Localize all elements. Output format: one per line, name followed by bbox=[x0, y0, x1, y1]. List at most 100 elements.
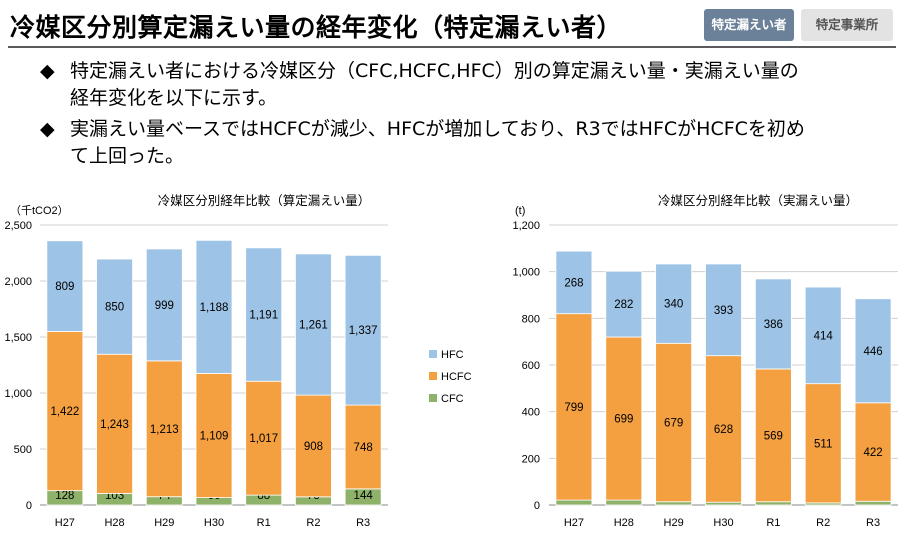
bar-hcfc bbox=[555, 313, 593, 501]
data-label-hcfc: 679 bbox=[664, 418, 683, 430]
y-tick-label: 200 bbox=[522, 453, 540, 465]
y-tick-label: 0 bbox=[26, 500, 32, 512]
chart-title: 冷媒区分別経年比較（実漏えい量） bbox=[658, 193, 858, 208]
data-label-hfc: 282 bbox=[614, 299, 633, 311]
data-label-hcfc: 569 bbox=[764, 430, 783, 442]
data-label-hcfc: 511 bbox=[814, 438, 832, 450]
data-label-hcfc: 1,109 bbox=[200, 431, 229, 443]
y-axis-label: （千tCO2） bbox=[10, 204, 69, 217]
bar-hfc bbox=[705, 263, 742, 357]
x-tick-label: H30 bbox=[713, 517, 733, 529]
y-tick-label: 400 bbox=[522, 407, 540, 419]
y-tick-label: 0 bbox=[534, 500, 540, 512]
data-label-hfc: 999 bbox=[155, 300, 174, 312]
y-tick-label: 1,000 bbox=[4, 388, 32, 400]
y-tick-label: 1,200 bbox=[512, 220, 540, 232]
data-label-hfc: 850 bbox=[105, 302, 124, 314]
bullet-line: 特定漏えい者における冷媒区分（CFC,HCFC,HFC）別の算定漏えい量・実漏え… bbox=[70, 60, 799, 82]
x-tick-label: R2 bbox=[816, 517, 830, 529]
bar-hfc bbox=[854, 298, 892, 404]
data-label-hcfc: 1,017 bbox=[249, 433, 278, 445]
data-label-hcfc: 1,422 bbox=[50, 406, 79, 418]
y-tick-label: 800 bbox=[522, 313, 540, 325]
data-label-hfc: 393 bbox=[714, 305, 733, 317]
bar-hfc bbox=[605, 270, 643, 338]
y-tick-label: 2,000 bbox=[4, 276, 32, 288]
data-label-hcfc: 628 bbox=[714, 424, 733, 436]
x-tick-label: R3 bbox=[866, 517, 880, 529]
x-tick-label: H27 bbox=[55, 517, 75, 529]
y-tick-label: 600 bbox=[522, 360, 540, 372]
x-tick-label: R3 bbox=[356, 517, 370, 529]
x-tick-label: H29 bbox=[664, 517, 684, 529]
chart-title: 冷媒区分別経年比較（算定漏えい量） bbox=[158, 193, 371, 208]
legend-swatch-hcfc bbox=[429, 372, 437, 380]
bar-hfc bbox=[655, 263, 693, 344]
bar-hfc bbox=[804, 286, 842, 385]
bar-hfc bbox=[754, 278, 792, 370]
bar-hfc bbox=[295, 253, 332, 396]
data-label-hcfc: 799 bbox=[564, 402, 583, 414]
bar-cfc bbox=[705, 501, 742, 506]
bar-hcfc bbox=[344, 404, 382, 490]
x-tick-label: H30 bbox=[204, 517, 224, 529]
bar-hfc bbox=[245, 247, 283, 382]
bar-hcfc bbox=[295, 394, 332, 498]
bar-hcfc bbox=[46, 330, 84, 492]
legend-label-cfc: CFC bbox=[441, 393, 464, 405]
bar-cfc bbox=[754, 501, 792, 506]
y-tick-label: 1,000 bbox=[512, 267, 540, 279]
bar-hfc bbox=[145, 248, 183, 362]
title-divider bbox=[8, 46, 896, 48]
bar-hfc bbox=[46, 240, 84, 332]
data-label-hfc: 1,337 bbox=[349, 325, 378, 337]
data-label-hfc: 386 bbox=[764, 319, 783, 331]
data-label-hfc: 809 bbox=[55, 281, 74, 293]
x-tick-label: R1 bbox=[257, 517, 271, 529]
bar-cfc bbox=[655, 501, 693, 506]
bar-hcfc bbox=[854, 402, 892, 502]
y-tick-label: 2,500 bbox=[4, 220, 32, 232]
x-tick-label: H27 bbox=[564, 517, 584, 529]
data-label-hcfc: 1,243 bbox=[100, 419, 129, 431]
bullet-line: 経年変化を以下に示す。 bbox=[70, 87, 278, 109]
x-tick-label: H28 bbox=[614, 517, 634, 529]
data-label-cfc: 144 bbox=[354, 490, 374, 502]
data-label-hfc: 340 bbox=[664, 299, 683, 311]
x-tick-label: H28 bbox=[104, 517, 124, 529]
bar-hfc bbox=[195, 239, 233, 374]
bar-hcfc bbox=[195, 372, 233, 499]
x-tick-label: R1 bbox=[766, 517, 780, 529]
x-tick-label: R2 bbox=[306, 517, 320, 529]
page-title: 冷媒区分別算定漏えい量の経年変化（特定漏えい者） bbox=[10, 13, 623, 42]
bar-hcfc bbox=[605, 336, 643, 501]
data-label-hfc: 1,261 bbox=[299, 320, 328, 332]
data-label-hfc: 414 bbox=[814, 330, 834, 342]
tab-tokutei-jigyosho[interactable]: 特定事業所 bbox=[801, 9, 893, 41]
data-label-hfc: 446 bbox=[863, 346, 882, 358]
y-tick-label: 500 bbox=[14, 444, 32, 456]
diamond-bullet-icon: ◆ bbox=[40, 60, 55, 82]
bar-hfc bbox=[96, 258, 133, 355]
data-label-hfc: 1,191 bbox=[249, 310, 278, 322]
y-axis-label: (t) bbox=[515, 205, 525, 217]
data-label-hcfc: 422 bbox=[863, 447, 882, 459]
legend-label-hfc: HFC bbox=[441, 349, 464, 361]
bullet-line: 実漏えい量ベースではHCFCが減少、HFCが増加しており、R3ではHFCがHCF… bbox=[70, 118, 805, 140]
data-label-hfc: 1,188 bbox=[200, 302, 229, 314]
x-tick-label: H29 bbox=[154, 517, 174, 529]
bar-hcfc bbox=[96, 353, 133, 494]
bar-hfc bbox=[344, 254, 382, 406]
y-tick-label: 1,500 bbox=[4, 332, 32, 344]
data-label-hcfc: 908 bbox=[304, 441, 323, 453]
data-label-hcfc: 748 bbox=[354, 442, 373, 454]
bar-hfc bbox=[555, 250, 593, 315]
legend-swatch-hfc bbox=[429, 350, 437, 358]
bar-hcfc bbox=[705, 355, 742, 503]
bar-hcfc bbox=[804, 383, 842, 504]
tab-tokutei-rouei-sha[interactable]: 特定漏えい者 bbox=[704, 9, 794, 41]
legend-label-hcfc: HCFC bbox=[441, 371, 472, 383]
data-label-hcfc: 699 bbox=[614, 414, 633, 426]
data-label-hfc: 268 bbox=[564, 277, 583, 289]
